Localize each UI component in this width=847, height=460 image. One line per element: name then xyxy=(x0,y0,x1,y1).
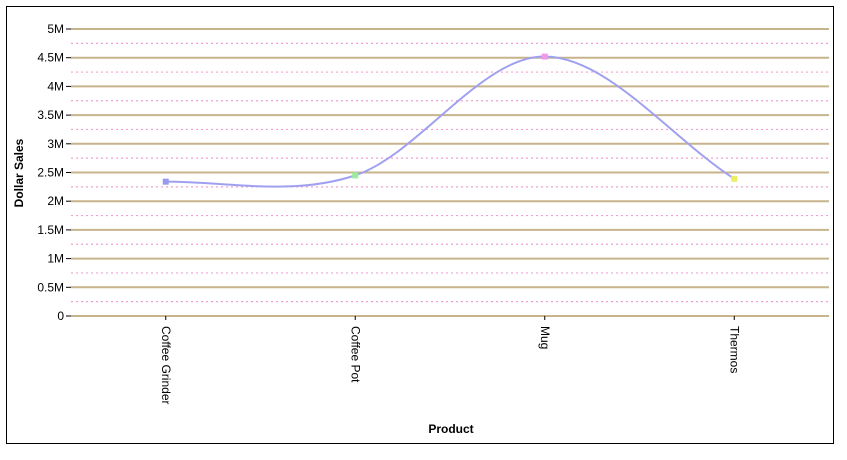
y-tick-label: 1.5M xyxy=(37,223,64,237)
series-line xyxy=(165,55,735,188)
series xyxy=(162,53,738,188)
data-point xyxy=(541,53,548,60)
y-tick-label: 3.5M xyxy=(37,108,64,122)
x-axis-title: Product xyxy=(428,422,473,436)
y-tick-label: 5M xyxy=(47,22,64,36)
y-tick-label: 4.5M xyxy=(37,51,64,65)
data-point xyxy=(162,178,169,185)
y-tick-label: 3M xyxy=(47,137,64,151)
y-tick-label: 2.5M xyxy=(37,166,64,180)
data-point xyxy=(731,175,738,182)
data-point xyxy=(352,172,359,179)
x-tick-label: Thermos xyxy=(727,326,741,373)
chart-frame: 0 0.5M 1M 1.5M 2M 2.5M 3M 3.5M 4M 4.5M 5M Coffee Gr… xyxy=(6,6,834,444)
line-chart: 0 0.5M 1M 1.5M 2M 2.5M 3M 3.5M 4M 4.5M 5M Coffee Gr… xyxy=(12,22,829,436)
x-tick-label: Coffee Grinder xyxy=(159,326,173,405)
y-tick-label: 0 xyxy=(57,309,64,323)
y-tick-label: 0.5M xyxy=(37,280,64,294)
y-tick-label: 4M xyxy=(47,79,64,93)
grid xyxy=(71,28,829,317)
y-tick-label: 1M xyxy=(47,252,64,266)
y-axis-title: Dollar Sales xyxy=(12,138,26,207)
x-tick-label: Coffee Pot xyxy=(348,326,362,383)
y-tick-label: 2M xyxy=(47,194,64,208)
axes: 0 0.5M 1M 1.5M 2M 2.5M 3M 3.5M 4M 4.5M 5M Coffee Gr… xyxy=(37,22,741,405)
x-tick-label: Mug xyxy=(538,326,552,349)
